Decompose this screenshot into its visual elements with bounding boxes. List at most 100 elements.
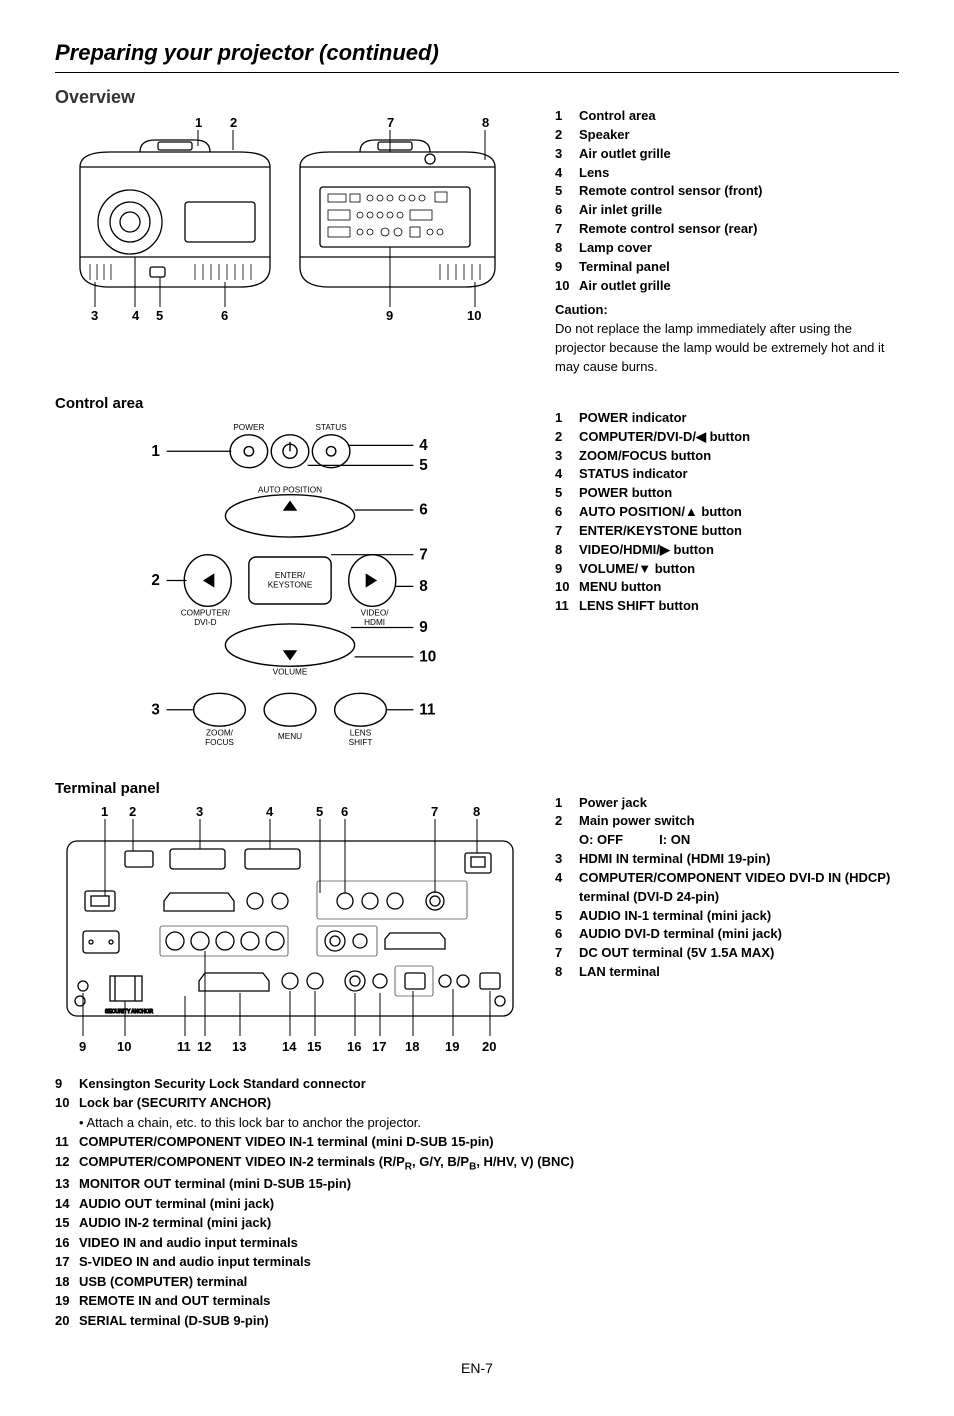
list-item: 10Lock bar (SECURITY ANCHOR) xyxy=(55,1093,899,1113)
list-item: 8 VIDEO/HDMI/▶ button xyxy=(555,541,899,560)
list-number: 2 xyxy=(555,812,573,831)
list-item: 4STATUS indicator xyxy=(555,465,899,484)
list-text: Lock bar (SECURITY ANCHOR) xyxy=(79,1093,271,1113)
list-number: 10 xyxy=(555,277,573,296)
list-number: 5 xyxy=(555,182,573,201)
list-item: 2Main power switch xyxy=(555,812,899,831)
list-number: 4 xyxy=(555,465,573,484)
list-text: Air outlet grille xyxy=(579,277,671,296)
list-number: 12 xyxy=(55,1152,73,1175)
list-item: 6Air inlet grille xyxy=(555,201,899,220)
list-number: 16 xyxy=(55,1233,73,1253)
svg-text:10: 10 xyxy=(419,648,436,665)
svg-text:18: 18 xyxy=(405,1039,419,1054)
list-item: 16VIDEO IN and audio input terminals xyxy=(55,1233,899,1253)
list-number: 3 xyxy=(555,447,573,466)
list-text: Remote control sensor (rear) xyxy=(579,220,757,239)
svg-text:4: 4 xyxy=(419,437,428,454)
svg-text:10: 10 xyxy=(117,1039,131,1054)
svg-text:12: 12 xyxy=(197,1039,211,1054)
svg-text:ENTER/KEYSTONE: ENTER/KEYSTONE xyxy=(268,571,313,589)
svg-text:LENSSHIFT: LENSSHIFT xyxy=(349,728,373,746)
svg-text:6: 6 xyxy=(221,308,228,323)
list-text: AUTO POSITION/▲ button xyxy=(579,503,742,522)
svg-text:VIDEO/HDMI: VIDEO/HDMI xyxy=(361,609,390,627)
list-item: 4COMPUTER/COMPONENT VIDEO DVI-D IN (HDCP… xyxy=(555,869,899,907)
svg-text:2: 2 xyxy=(151,572,160,589)
list-text: Air outlet grille xyxy=(579,145,671,164)
list-item: 3HDMI IN terminal (HDMI 19-pin) xyxy=(555,850,899,869)
list-text: ENTER/KEYSTONE button xyxy=(579,522,742,541)
svg-text:4: 4 xyxy=(132,308,140,323)
list-item: 1Control area xyxy=(555,107,899,126)
list-text: Speaker xyxy=(579,126,630,145)
list-item: 7ENTER/KEYSTONE button xyxy=(555,522,899,541)
list-text: DC OUT terminal (5V 1.5A MAX) xyxy=(579,944,774,963)
list-item: 3Air outlet grille xyxy=(555,145,899,164)
svg-text:STATUS: STATUS xyxy=(316,423,348,432)
overview-diagram: 1 2 7 8 3 4 5 6 9 10 xyxy=(55,112,525,342)
svg-text:13: 13 xyxy=(232,1039,246,1054)
svg-text:17: 17 xyxy=(372,1039,386,1054)
list-text: AUDIO OUT terminal (mini jack) xyxy=(79,1194,274,1214)
list-item: 5 POWER button xyxy=(555,484,899,503)
list-item: 5Remote control sensor (front) xyxy=(555,182,899,201)
list-number: 10 xyxy=(555,578,573,597)
list-text: ZOOM/FOCUS button xyxy=(579,447,711,466)
list-text: AUDIO IN-2 terminal (mini jack) xyxy=(79,1213,271,1233)
list-number: 3 xyxy=(555,850,573,869)
page-title: Preparing your projector (continued) xyxy=(55,40,899,73)
svg-text:5: 5 xyxy=(316,804,323,819)
svg-text:10: 10 xyxy=(467,308,481,323)
list-item: 4 Lens xyxy=(555,164,899,183)
svg-text:19: 19 xyxy=(445,1039,459,1054)
list-number: 1 xyxy=(555,107,573,126)
list-text: VOLUME/▼ button xyxy=(579,560,695,579)
list-item: 15AUDIO IN-2 terminal (mini jack) xyxy=(55,1213,899,1233)
list-text: AUDIO IN-1 terminal (mini jack) xyxy=(579,907,771,926)
list-number: 4 xyxy=(555,164,573,183)
list-text: POWER button xyxy=(579,484,672,503)
svg-text:11: 11 xyxy=(419,701,436,718)
svg-text:1: 1 xyxy=(101,804,108,819)
list-number: 8 xyxy=(555,963,573,982)
list-number: 1 xyxy=(555,409,573,428)
list-text: Terminal panel xyxy=(579,258,670,277)
list-text: COMPUTER/COMPONENT VIDEO IN-2 terminals … xyxy=(79,1152,574,1175)
list-item: 8LAN terminal xyxy=(555,963,899,982)
svg-text:2: 2 xyxy=(230,115,237,130)
list-text: Lens xyxy=(579,164,609,183)
list-number: 7 xyxy=(555,944,573,963)
list-text: SERIAL terminal (D-SUB 9-pin) xyxy=(79,1311,269,1331)
list-item: 9Kensington Security Lock Standard conne… xyxy=(55,1074,899,1094)
list-text: Air inlet grille xyxy=(579,201,662,220)
list-item: 18USB (COMPUTER) terminal xyxy=(55,1272,899,1292)
svg-text:6: 6 xyxy=(341,804,348,819)
svg-text:6: 6 xyxy=(419,502,428,519)
list-number: 5 xyxy=(555,484,573,503)
list-text: COMPUTER/COMPONENT VIDEO IN-1 terminal (… xyxy=(79,1132,494,1152)
list-text: VIDEO/HDMI/▶ button xyxy=(579,541,714,560)
list-item: 13MONITOR OUT terminal (mini D-SUB 15-pi… xyxy=(55,1174,899,1194)
list-number: 8 xyxy=(555,541,573,560)
svg-text:3: 3 xyxy=(91,308,98,323)
svg-text:15: 15 xyxy=(307,1039,321,1054)
list-number: 4 xyxy=(555,869,573,907)
list-text: S-VIDEO IN and audio input terminals xyxy=(79,1252,311,1272)
svg-text:7: 7 xyxy=(387,115,394,130)
svg-text:5: 5 xyxy=(156,308,163,323)
list-text: Lamp cover xyxy=(579,239,652,258)
list-item: 3 ZOOM/FOCUS button xyxy=(555,447,899,466)
terminal-right-list: 1Power jack2Main power switchO: OFF I: O… xyxy=(555,794,899,982)
svg-text:11: 11 xyxy=(177,1039,191,1054)
list-subitem: • Attach a chain, etc. to this lock bar … xyxy=(79,1113,899,1133)
list-text: REMOTE IN and OUT terminals xyxy=(79,1291,270,1311)
list-item: O: OFF I: ON xyxy=(555,831,899,850)
svg-text:8: 8 xyxy=(482,115,489,130)
svg-text:7: 7 xyxy=(431,804,438,819)
svg-text:1: 1 xyxy=(195,115,202,130)
svg-text:VOLUME: VOLUME xyxy=(273,667,308,676)
list-item: 20SERIAL terminal (D-SUB 9-pin) xyxy=(55,1311,899,1331)
svg-text:9: 9 xyxy=(386,308,393,323)
list-text: O: OFF I: ON xyxy=(579,831,690,850)
